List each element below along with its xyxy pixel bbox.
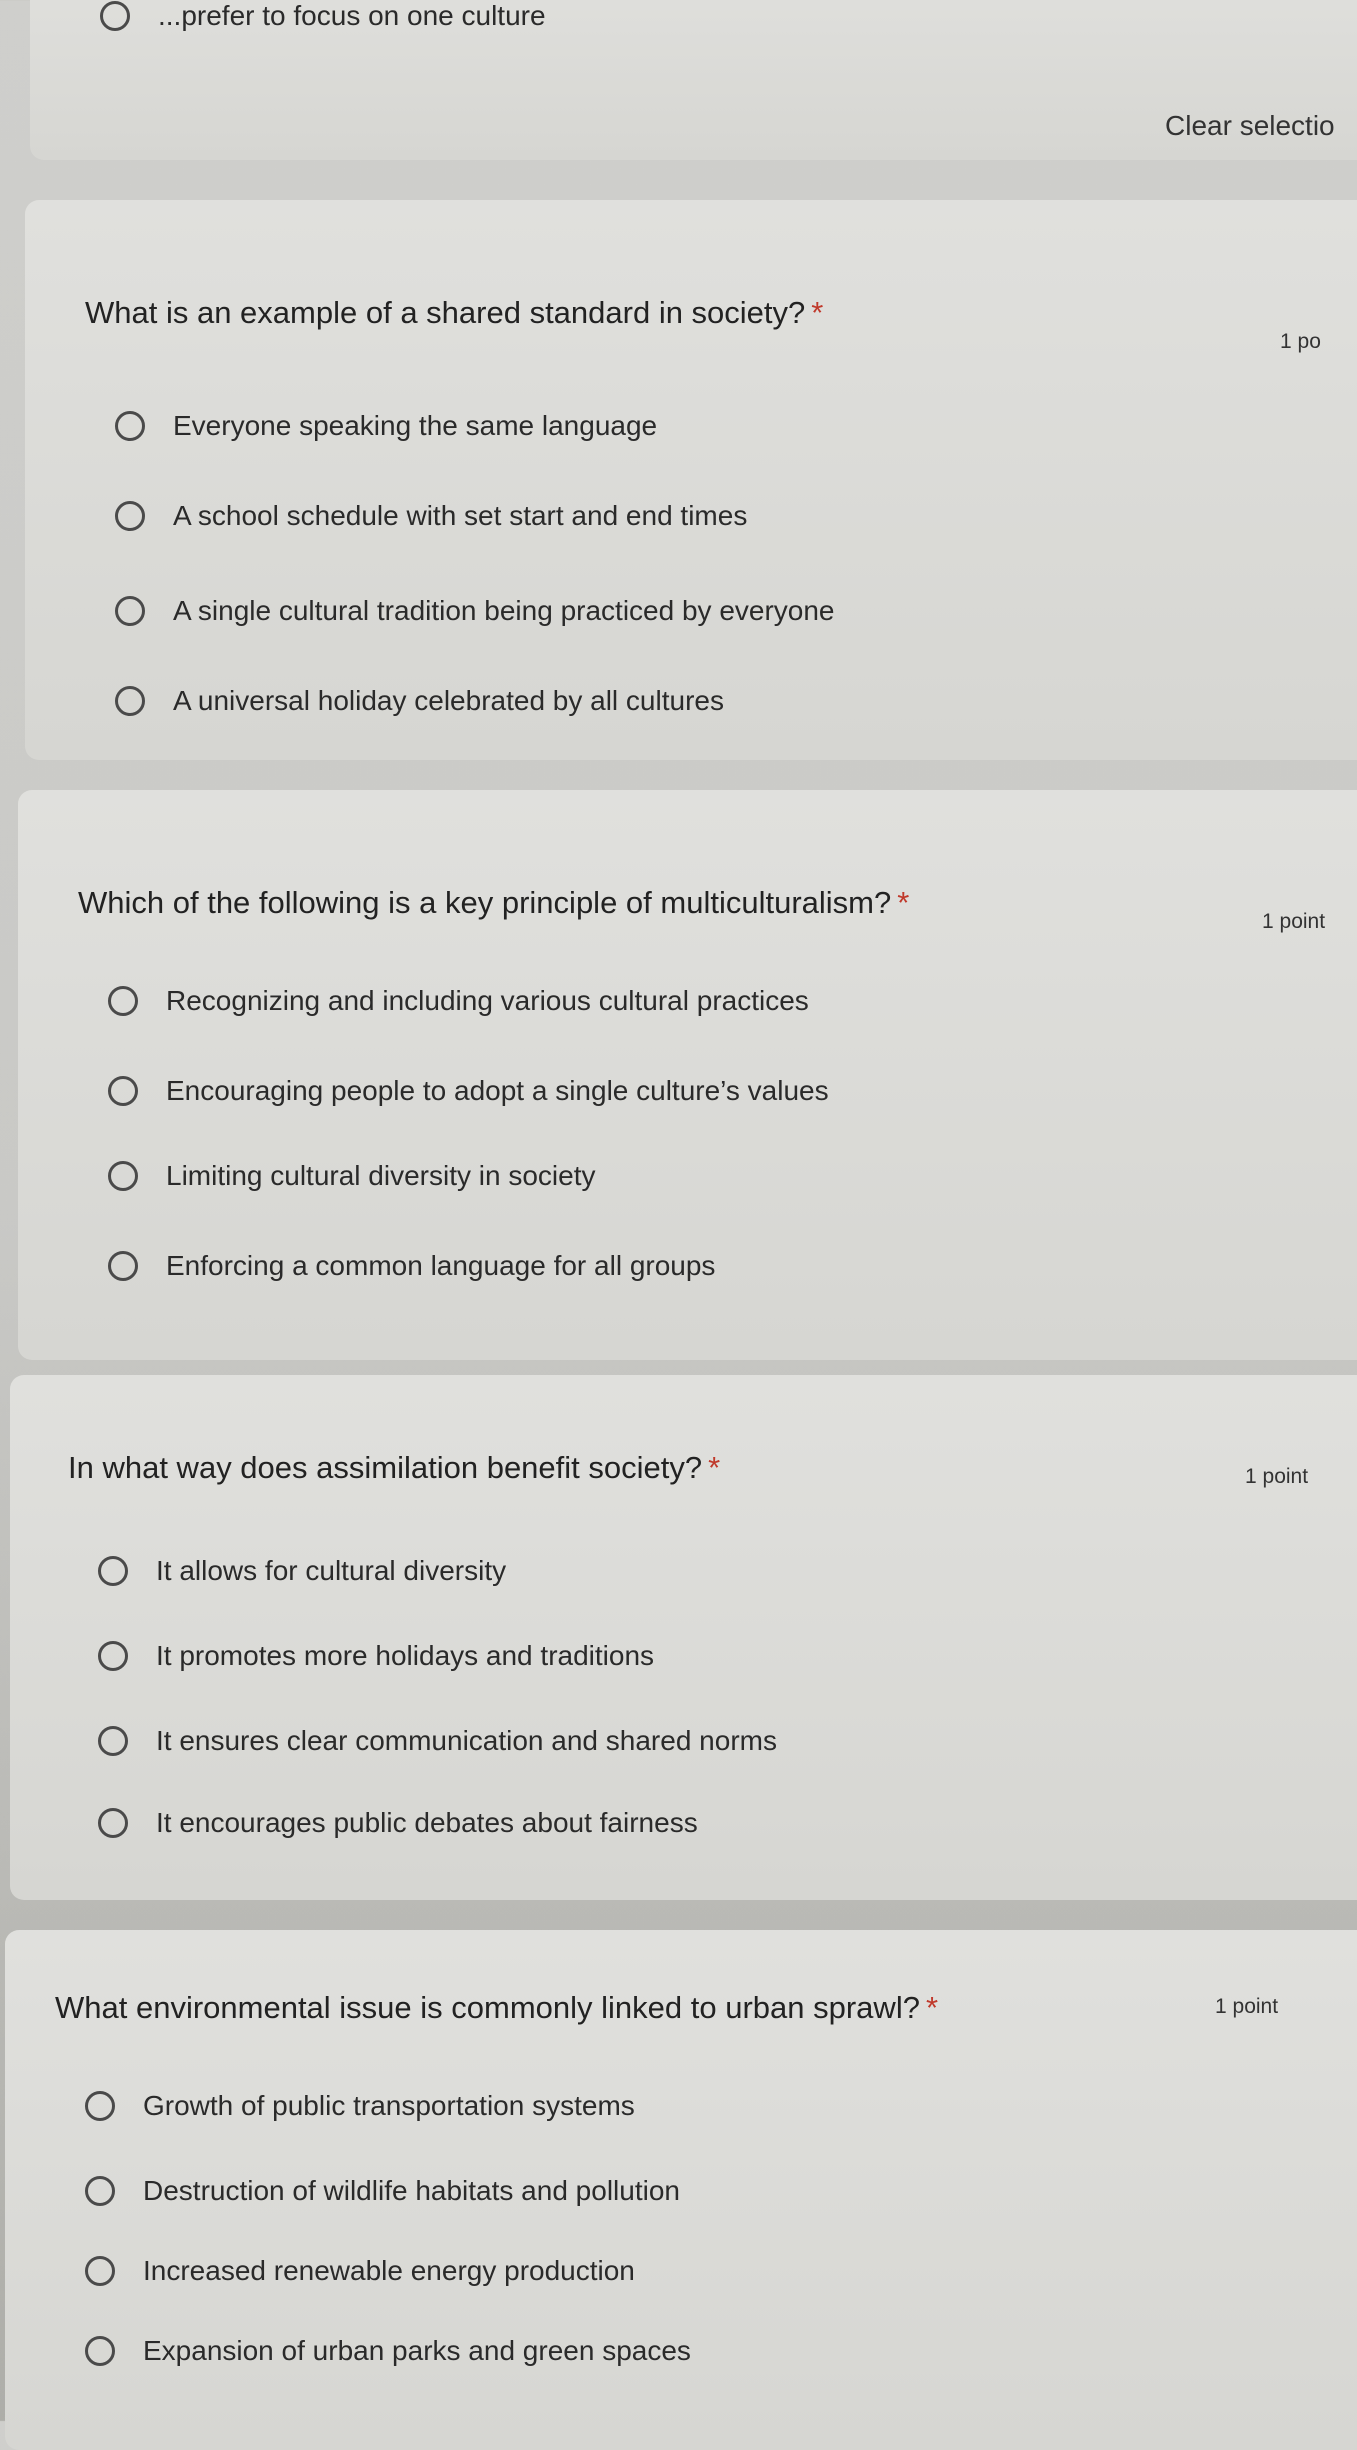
option-3[interactable]: Limiting cultural diversity in society (108, 1160, 596, 1192)
clear-selection-button[interactable]: Clear selectio (1165, 110, 1335, 141)
option-1[interactable]: Recognizing and including various cultur… (108, 985, 809, 1017)
radio-button[interactable] (85, 2091, 115, 2121)
radio-button[interactable] (85, 2256, 115, 2286)
option-2[interactable]: It promotes more holidays and traditions (98, 1640, 654, 1672)
points-label: 1 point (1262, 910, 1326, 933)
option-label: Limiting cultural diversity in society (166, 1160, 596, 1191)
option-3[interactable]: A single cultural tradition being practi… (115, 595, 835, 627)
radio-button[interactable] (100, 1, 130, 31)
question-card: Which of the following is a key principl… (18, 790, 1357, 1360)
option-label: A school schedule with set start and end… (173, 500, 748, 531)
option-3[interactable]: It ensures clear communication and share… (98, 1725, 777, 1757)
question-text: Which of the following is a key principl… (78, 885, 892, 920)
radio-button[interactable] (108, 986, 138, 1016)
question-title: What is an example of a shared standard … (85, 295, 823, 331)
option-label: It promotes more holidays and traditions (156, 1640, 655, 1671)
radio-button[interactable] (98, 1556, 128, 1586)
question-text: What is an example of a shared standard … (85, 295, 806, 330)
option-4[interactable]: It encourages public debates about fairn… (98, 1807, 698, 1839)
option-label: ...prefer to focus on one culture (158, 0, 546, 31)
option-label: Increased renewable energy production (143, 2255, 635, 2286)
option-label: Enforcing a common language for all grou… (166, 1250, 716, 1281)
option-3[interactable]: Increased renewable energy production (85, 2255, 635, 2287)
option-2[interactable]: Destruction of wildlife habitats and pol… (85, 2175, 680, 2207)
radio-button[interactable] (115, 686, 145, 716)
option-label: Recognizing and including various cultur… (166, 985, 809, 1016)
required-asterisk: * (708, 1450, 721, 1485)
radio-button[interactable] (85, 2336, 115, 2366)
radio-button[interactable] (85, 2176, 115, 2206)
option-label: It allows for cultural diversity (156, 1555, 507, 1586)
required-asterisk: * (897, 885, 910, 920)
required-asterisk: * (811, 295, 824, 330)
radio-button[interactable] (108, 1251, 138, 1281)
question-title: In what way does assimilation benefit so… (68, 1450, 720, 1486)
points-label: 1 point (1245, 1465, 1309, 1488)
option-label: Expansion of urban parks and green space… (143, 2335, 691, 2366)
question-card: What environmental issue is commonly lin… (5, 1930, 1357, 2450)
option-2[interactable]: A school schedule with set start and end… (115, 500, 747, 532)
option-label: A single cultural tradition being practi… (173, 595, 835, 626)
option-4[interactable]: Expansion of urban parks and green space… (85, 2335, 691, 2367)
option-4[interactable]: Enforcing a common language for all grou… (108, 1250, 715, 1282)
radio-button[interactable] (108, 1076, 138, 1106)
option-previous[interactable]: ...prefer to focus on one culture (100, 0, 546, 32)
option-4[interactable]: A universal holiday celebrated by all cu… (115, 685, 724, 717)
radio-button[interactable] (98, 1641, 128, 1671)
option-label: Everyone speaking the same language (173, 410, 658, 441)
required-asterisk: * (925, 1990, 939, 2025)
option-label: It encourages public debates about fairn… (156, 1807, 698, 1838)
points-label: 1 point (1215, 1995, 1279, 2018)
option-1[interactable]: Everyone speaking the same language (115, 410, 657, 442)
option-label: Destruction of wildlife habitats and pol… (143, 2175, 680, 2206)
question-title: Which of the following is a key principl… (78, 885, 909, 921)
option-2[interactable]: Encouraging people to adopt a single cul… (108, 1075, 829, 1107)
radio-button[interactable] (108, 1161, 138, 1191)
option-label: Growth of public transportation systems (143, 2090, 635, 2121)
option-1[interactable]: Growth of public transportation systems (85, 2090, 635, 2122)
radio-button[interactable] (98, 1808, 128, 1838)
points-label: 1 po (1280, 330, 1321, 353)
option-label: A universal holiday celebrated by all cu… (173, 685, 724, 716)
question-text: In what way does assimilation benefit so… (68, 1450, 703, 1485)
option-1[interactable]: It allows for cultural diversity (98, 1555, 506, 1587)
question-card: What is an example of a shared standard … (25, 200, 1357, 760)
question-card: In what way does assimilation benefit so… (10, 1375, 1357, 1900)
option-label: It ensures clear communication and share… (156, 1725, 777, 1756)
radio-button[interactable] (115, 501, 145, 531)
question-card-previous: ...prefer to focus on one culture Clear … (30, 0, 1357, 160)
radio-button[interactable] (98, 1726, 128, 1756)
option-label: Encouraging people to adopt a single cul… (166, 1075, 829, 1106)
radio-button[interactable] (115, 411, 145, 441)
radio-button[interactable] (115, 596, 145, 626)
question-title: What environmental issue is commonly lin… (55, 1990, 938, 2026)
question-text: What environmental issue is commonly lin… (55, 1990, 920, 2025)
